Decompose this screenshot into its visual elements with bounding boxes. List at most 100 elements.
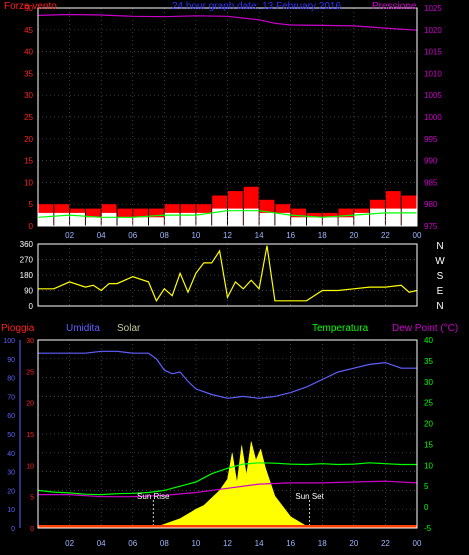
compass-direction-label: N bbox=[436, 301, 443, 312]
y-left-tick-label: 10 bbox=[24, 178, 33, 187]
wind-bar bbox=[180, 212, 196, 226]
humidity-tick-label: 20 bbox=[7, 488, 15, 495]
y-left-tick-label: 50 bbox=[24, 4, 33, 13]
temperature-tick-label: 0 bbox=[424, 503, 429, 512]
temperature-line bbox=[37, 462, 417, 496]
dew-point-label: Dew Point (°C) bbox=[392, 323, 458, 334]
y-left-tick-label: 45 bbox=[24, 26, 33, 35]
x-tick-label: 20 bbox=[349, 539, 358, 548]
plot-frame bbox=[37, 243, 418, 307]
y-right-tick-label: 1005 bbox=[424, 91, 442, 100]
rain-tick-label: 20 bbox=[26, 401, 34, 408]
y-tick-label: 270 bbox=[20, 256, 34, 265]
rain-humidity-temperature-panel: Sun Rise Sun Set0102030405060708090100051… bbox=[1, 323, 458, 548]
pressure-line bbox=[37, 13, 418, 31]
y-right-tick-label: 995 bbox=[424, 135, 438, 144]
wind-bar bbox=[322, 217, 338, 226]
temperature-tick-label: -5 bbox=[424, 524, 432, 533]
y-left-axis-label: Forza vento bbox=[4, 1, 57, 12]
wind-bar bbox=[85, 217, 101, 226]
humidity-axis-label: Umidita bbox=[66, 323, 100, 334]
y-right-tick-label: 1025 bbox=[424, 4, 442, 13]
x-tick-label: 22 bbox=[381, 539, 390, 548]
rain-tick-label: 5 bbox=[30, 495, 34, 502]
humidity-tick-label: 90 bbox=[7, 357, 15, 364]
wind-bar bbox=[370, 208, 385, 226]
wind-bar bbox=[149, 217, 164, 226]
wind-direction-line bbox=[38, 245, 418, 303]
temperature-tick-label: 10 bbox=[424, 461, 433, 470]
y-right-tick-label: 980 bbox=[424, 200, 438, 209]
humidity-tick-label: 60 bbox=[7, 413, 15, 420]
x-tick-label: 12 bbox=[223, 539, 232, 548]
rain-baseline bbox=[38, 525, 417, 528]
rain-tick-label: 30 bbox=[26, 338, 34, 345]
x-tick-label: 18 bbox=[318, 539, 327, 548]
wind-bar bbox=[259, 212, 275, 226]
humidity-tick-label: 50 bbox=[7, 432, 15, 439]
wind-bar bbox=[275, 212, 291, 226]
temperature-tick-label: 20 bbox=[424, 420, 433, 429]
x-tick-label: 06 bbox=[128, 539, 137, 548]
wind-pressure-panel: 0510152025303540455097598098599099510001… bbox=[4, 1, 442, 240]
x-tick-label: 02 bbox=[65, 231, 74, 240]
y-right-tick-label: 1000 bbox=[424, 113, 442, 122]
x-tick-label: 22 bbox=[381, 231, 390, 240]
compass-direction-label: E bbox=[437, 286, 444, 297]
wind-bar bbox=[307, 217, 322, 226]
wind-bar bbox=[243, 208, 259, 226]
wind-bar bbox=[291, 217, 306, 226]
x-tick-label: 14 bbox=[255, 231, 264, 240]
compass-direction-label: S bbox=[437, 271, 444, 282]
wind-bar bbox=[228, 208, 243, 226]
wind-bar bbox=[401, 208, 417, 226]
y-left-tick-label: 40 bbox=[24, 48, 33, 57]
wind-bar bbox=[354, 212, 370, 226]
humidity-tick-label: 0 bbox=[11, 526, 15, 533]
x-tick-label: 00 bbox=[413, 231, 422, 240]
x-tick-label: 06 bbox=[128, 231, 137, 240]
x-tick-label: 16 bbox=[286, 539, 295, 548]
wind-bar bbox=[196, 212, 212, 226]
temperature-tick-label: 35 bbox=[424, 357, 433, 366]
rain-tick-label: 25 bbox=[26, 369, 34, 376]
x-tick-label: 12 bbox=[223, 231, 232, 240]
y-left-tick-label: 0 bbox=[29, 222, 34, 231]
y-right-tick-label: 975 bbox=[424, 222, 438, 231]
temperature-tick-label: 5 bbox=[424, 482, 429, 491]
rain-tick-label: 0 bbox=[30, 526, 34, 533]
y-tick-label: 180 bbox=[20, 271, 34, 280]
chart-title: 24 hour graph date: 13 February 2016 bbox=[172, 1, 341, 12]
x-tick-label: 10 bbox=[191, 539, 200, 548]
humidity-tick-label: 40 bbox=[7, 451, 15, 458]
solar-area bbox=[153, 441, 311, 529]
compass-direction-label: N bbox=[436, 241, 443, 252]
x-tick-label: 10 bbox=[191, 231, 200, 240]
wind-bar bbox=[133, 217, 148, 226]
dew-point-line bbox=[38, 480, 418, 498]
humidity-tick-label: 80 bbox=[7, 376, 15, 383]
x-tick-label: 00 bbox=[413, 539, 422, 548]
y-right-tick-label: 1010 bbox=[424, 69, 442, 78]
y-left-tick-label: 5 bbox=[29, 200, 34, 209]
humidity-line bbox=[38, 350, 417, 399]
humidity-tick-label: 70 bbox=[7, 394, 15, 401]
x-tick-label: 08 bbox=[160, 539, 169, 548]
x-tick-label: 08 bbox=[160, 231, 169, 240]
wind-bar bbox=[385, 208, 401, 226]
x-tick-label: 14 bbox=[255, 539, 264, 548]
plot-frame bbox=[37, 7, 418, 227]
y-left-tick-label: 15 bbox=[24, 157, 33, 166]
temperature-tick-label: 40 bbox=[424, 336, 433, 345]
temperature-tick-label: 25 bbox=[424, 399, 433, 408]
y-left-tick-label: 20 bbox=[24, 135, 33, 144]
y-tick-label: 360 bbox=[20, 240, 34, 249]
x-tick-label: 16 bbox=[286, 231, 295, 240]
x-tick-label: 04 bbox=[97, 231, 106, 240]
y-right-axis-label: Pressione bbox=[372, 1, 417, 12]
compass-direction-label: W bbox=[435, 256, 445, 267]
y-right-tick-label: 1015 bbox=[424, 48, 442, 57]
rain-tick-label: 10 bbox=[26, 463, 34, 470]
